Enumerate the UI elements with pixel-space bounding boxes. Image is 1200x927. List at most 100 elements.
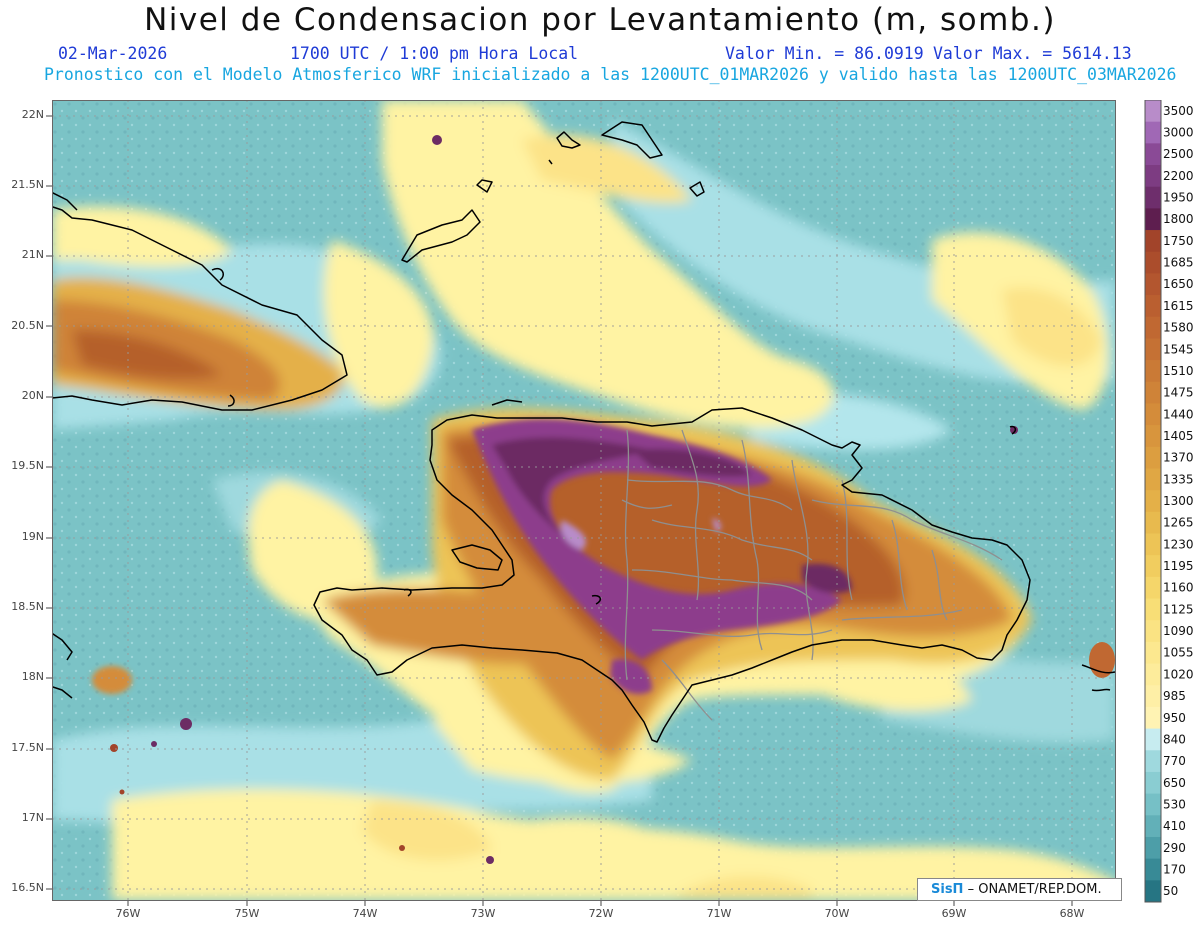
lat-label: 18N — [21, 670, 44, 683]
colorbar-label: 1685 — [1163, 256, 1194, 270]
min-value: Valor Min. = 86.0919 — [725, 44, 924, 63]
colorbar-label: 985 — [1163, 689, 1186, 703]
lon-ticks — [127, 900, 1073, 906]
lat-label: 17.5N — [11, 741, 44, 754]
colorbar-label: 950 — [1163, 711, 1186, 725]
lon-label: 72W — [588, 907, 614, 920]
colorbar-label: 1405 — [1163, 429, 1194, 443]
colorbar-label: 1475 — [1163, 386, 1194, 400]
colorbar-label: 1195 — [1163, 559, 1194, 573]
colorbar-label: 1125 — [1163, 602, 1194, 616]
colorbar-label: 290 — [1163, 841, 1186, 855]
colorbar-swatch — [1145, 533, 1161, 556]
lcl-hotspots — [92, 135, 1115, 864]
colorbar-swatch — [1145, 338, 1161, 361]
lat-label: 19.5N — [11, 459, 44, 472]
colorbar-swatch — [1145, 165, 1161, 188]
forecast-date: 02-Mar-2026 — [58, 44, 168, 63]
colorbar-label: 170 — [1163, 862, 1186, 876]
colorbar-label: 1300 — [1163, 494, 1194, 508]
map-title: Nivel de Condensacion por Levantamiento … — [144, 2, 1056, 38]
colorbar-label: 1950 — [1163, 191, 1194, 205]
colorbar-swatch — [1145, 728, 1161, 751]
colorbar-swatch — [1145, 360, 1161, 383]
colorbar-label: 650 — [1163, 776, 1186, 790]
colorbar-label: 2500 — [1163, 147, 1194, 161]
colorbar-swatch — [1145, 663, 1161, 686]
graticule — [52, 100, 1115, 900]
colorbar-label: 1265 — [1163, 516, 1194, 530]
colorbar-swatch — [1145, 425, 1161, 448]
province-boundaries — [621, 429, 1003, 721]
colorbar-swatch — [1145, 576, 1161, 600]
lon-label: 74W — [352, 907, 378, 920]
colorbar-label: 3500 — [1163, 104, 1194, 118]
lon-label: 75W — [234, 907, 260, 920]
colorbar-swatch — [1145, 403, 1161, 426]
colorbar-swatch — [1145, 186, 1161, 209]
lon-label: 76W — [115, 907, 141, 920]
colorbar-swatch — [1145, 100, 1161, 123]
lon-label: 71W — [706, 907, 732, 920]
colorbar-label: 1800 — [1163, 212, 1194, 226]
colorbar: 3500 3000 2500 2200 1950 1800 1750 1685 1650 1615… — [1144, 100, 1194, 903]
colorbar-label: 1650 — [1163, 277, 1194, 291]
colorbar-label: 2200 — [1163, 169, 1194, 183]
forecast-note: Pronostico con el Modelo Atmosferico WRF… — [44, 65, 1177, 84]
colorbar-label: 410 — [1163, 819, 1186, 833]
sispi-logo: SisΠ — [931, 882, 964, 897]
credit-text: – ONAMET/REP.DOM. — [967, 882, 1102, 897]
colorbar-swatch — [1145, 511, 1161, 535]
colorbar-swatch — [1145, 685, 1161, 708]
colorbar-label: 530 — [1163, 797, 1186, 811]
forecast-time: 1700 UTC / 1:00 pm Hora Local — [290, 44, 579, 63]
lat-label: 19N — [21, 530, 44, 543]
lon-label: 70W — [824, 907, 850, 920]
colorbar-label: 1160 — [1163, 581, 1194, 595]
lat-label: 20.5N — [11, 319, 44, 332]
colorbar-swatch — [1145, 468, 1161, 491]
colorbar-label: 1020 — [1163, 667, 1194, 681]
colorbar-label: 1440 — [1163, 407, 1194, 421]
lat-label: 20N — [21, 389, 44, 402]
colorbar-swatch — [1145, 771, 1161, 795]
lon-label: 69W — [941, 907, 967, 920]
lat-label: 17N — [21, 811, 44, 824]
colorbar-swatch — [1145, 208, 1161, 231]
colorbar-swatch — [1145, 641, 1161, 665]
colorbar-label: 840 — [1163, 732, 1186, 746]
colorbar-label: 1055 — [1163, 646, 1194, 660]
colorbar-swatch — [1145, 251, 1161, 274]
colorbar-label: 1230 — [1163, 537, 1194, 551]
colorbar-swatch — [1145, 381, 1161, 404]
colorbar-swatch — [1145, 880, 1161, 903]
colorbar-swatch — [1145, 121, 1161, 144]
max-value: Valor Max. = 5614.13 — [933, 44, 1132, 63]
colorbar-swatch — [1145, 230, 1161, 253]
colorbar-swatch — [1145, 793, 1161, 816]
colorbar-swatch — [1145, 750, 1161, 773]
lon-label: 68W — [1059, 907, 1085, 920]
colorbar-label: 1580 — [1163, 321, 1194, 335]
colorbar-label: 1615 — [1163, 299, 1194, 313]
colorbar-swatch — [1145, 836, 1161, 860]
colorbar-label: 1750 — [1163, 234, 1194, 248]
colorbar-swatch — [1145, 273, 1161, 296]
colorbar-label: 1090 — [1163, 624, 1194, 638]
colorbar-label: 50 — [1163, 884, 1178, 898]
lcl-map — [52, 100, 1115, 900]
colorbar-swatch — [1145, 555, 1161, 578]
coastlines — [52, 121, 1115, 743]
colorbar-swatch — [1145, 143, 1161, 166]
colorbar-swatch — [1145, 815, 1161, 838]
colorbar-swatch — [1145, 490, 1161, 513]
lcl-high-core — [472, 418, 852, 695]
lat-label: 18.5N — [11, 600, 44, 613]
lat-label: 16.5N — [11, 881, 44, 894]
colorbar-label: 3000 — [1163, 126, 1194, 140]
colorbar-swatch — [1145, 295, 1161, 318]
colorbar-label: 1335 — [1163, 472, 1194, 486]
lon-label: 73W — [470, 907, 496, 920]
credit-box: SisΠ – ONAMET/REP.DOM. — [917, 878, 1122, 901]
colorbar-swatch — [1145, 598, 1161, 621]
